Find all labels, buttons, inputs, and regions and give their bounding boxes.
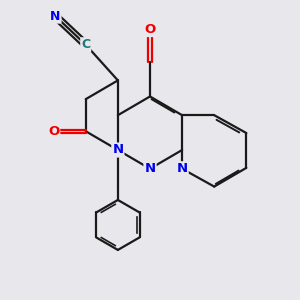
Text: O: O	[144, 23, 156, 36]
Text: N: N	[144, 162, 156, 175]
Text: N: N	[177, 162, 188, 175]
Text: O: O	[48, 125, 59, 138]
Text: N: N	[50, 10, 61, 23]
Text: C: C	[81, 38, 90, 51]
Text: N: N	[112, 143, 123, 157]
